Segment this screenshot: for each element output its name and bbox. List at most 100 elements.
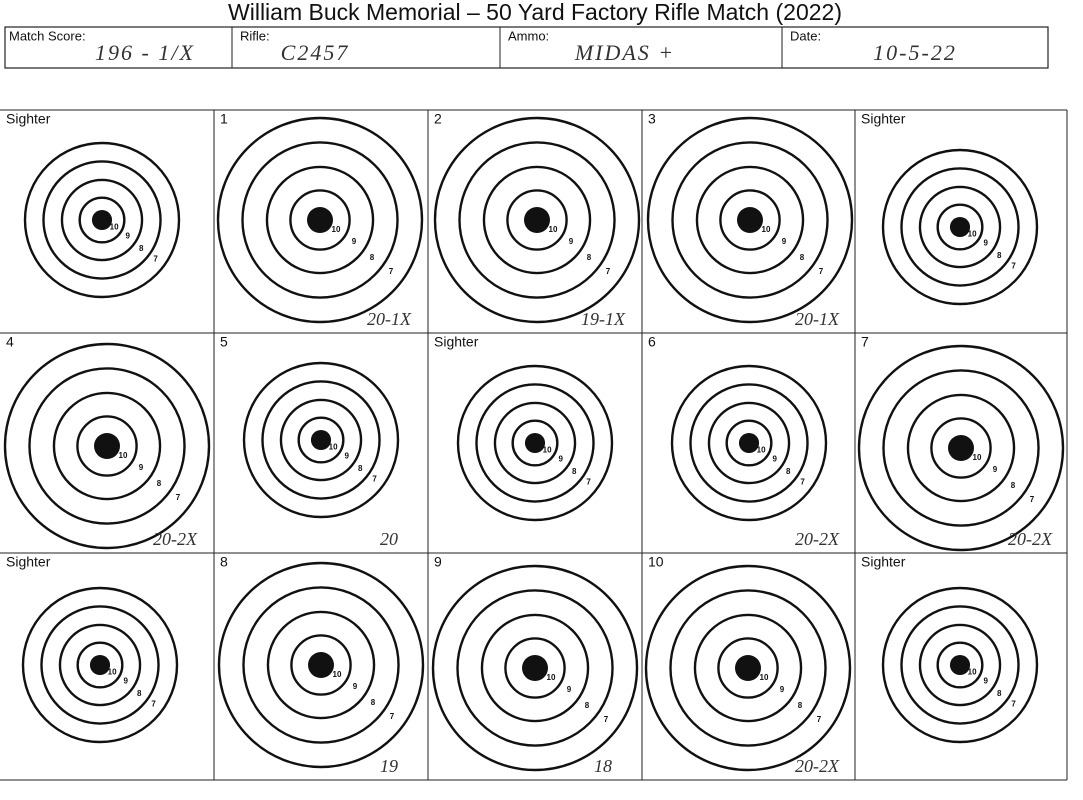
target-ring bbox=[936, 641, 984, 689]
ring-number: 9 bbox=[780, 685, 785, 694]
ring-number: 10 bbox=[757, 446, 766, 455]
target-ring bbox=[881, 586, 1039, 744]
ring-number: 9 bbox=[123, 677, 128, 686]
target-ring bbox=[40, 605, 160, 725]
handwritten-score: 20-1X bbox=[795, 309, 840, 329]
target-ring bbox=[689, 383, 809, 503]
target-ring bbox=[261, 380, 381, 500]
ring-number: 8 bbox=[800, 253, 805, 262]
ring-number: 9 bbox=[353, 682, 358, 691]
bull bbox=[949, 654, 971, 676]
target-label: Sighter bbox=[861, 111, 906, 127]
bull bbox=[524, 207, 550, 233]
target-ring bbox=[671, 141, 829, 299]
target-ring bbox=[58, 623, 142, 707]
ring-number: 10 bbox=[762, 225, 771, 234]
bull bbox=[310, 429, 332, 451]
ring-number: 10 bbox=[973, 453, 982, 462]
ring-number: 10 bbox=[329, 443, 338, 452]
target-ring bbox=[78, 196, 126, 244]
target-ring bbox=[900, 167, 1020, 287]
field-label: Rifle: bbox=[240, 28, 270, 43]
target-ring bbox=[906, 393, 1016, 503]
ring-number: 8 bbox=[997, 251, 1002, 260]
field-value: MIDAS + bbox=[574, 40, 675, 65]
target-ring bbox=[3, 342, 211, 550]
handwritten-score: 20 bbox=[380, 529, 398, 549]
target-label: 8 bbox=[220, 554, 228, 570]
field-label: Date: bbox=[790, 28, 821, 43]
target-ring bbox=[480, 613, 590, 723]
handwritten-score: 20-2X bbox=[153, 529, 198, 549]
field-label: Ammo: bbox=[508, 28, 549, 43]
field-value: C2457 bbox=[281, 40, 350, 65]
target-ring bbox=[456, 589, 614, 747]
ring-number: 9 bbox=[983, 677, 988, 686]
target-ring bbox=[725, 419, 773, 467]
handwritten-score: 19-1X bbox=[581, 309, 626, 329]
ring-number: 7 bbox=[604, 715, 609, 724]
bull bbox=[91, 209, 113, 231]
target-ring bbox=[857, 344, 1065, 552]
target-ring bbox=[475, 383, 595, 503]
target-ring bbox=[290, 634, 352, 696]
target-label: Sighter bbox=[434, 334, 479, 350]
bull bbox=[308, 652, 334, 678]
target-ring bbox=[918, 185, 1002, 269]
ring-number: 9 bbox=[772, 455, 777, 464]
header-box bbox=[4, 26, 1049, 69]
ring-number: 10 bbox=[110, 223, 119, 232]
target-ring bbox=[695, 165, 805, 275]
ring-number: 8 bbox=[139, 244, 144, 253]
target-label: 4 bbox=[6, 334, 14, 350]
handwritten-score: 20-1X bbox=[367, 309, 412, 329]
ring-number: 10 bbox=[119, 451, 128, 460]
ring-number: 7 bbox=[1011, 699, 1016, 708]
bull bbox=[522, 655, 548, 681]
bull bbox=[735, 655, 761, 681]
target-label: 9 bbox=[434, 554, 442, 570]
target-ring bbox=[506, 189, 568, 251]
ring-number: 9 bbox=[344, 452, 349, 461]
handwritten-score: 18 bbox=[594, 756, 612, 776]
ring-number: 7 bbox=[1030, 495, 1035, 504]
target-ring bbox=[456, 364, 614, 522]
target-ring bbox=[504, 637, 566, 699]
target-ring bbox=[266, 610, 376, 720]
bull bbox=[307, 207, 333, 233]
target-ring bbox=[42, 160, 162, 280]
ring-number: 7 bbox=[1011, 261, 1016, 270]
bull bbox=[948, 435, 974, 461]
ring-number: 8 bbox=[572, 467, 577, 476]
target-ring bbox=[242, 361, 400, 519]
target-ring bbox=[644, 564, 852, 772]
target-label: Sighter bbox=[6, 554, 51, 570]
target-ring bbox=[511, 419, 559, 467]
target-label: 2 bbox=[434, 111, 442, 127]
target-label: Sighter bbox=[861, 554, 906, 570]
ring-number: 7 bbox=[390, 712, 395, 721]
bull bbox=[89, 654, 111, 676]
target-ring bbox=[52, 391, 162, 501]
target-ring bbox=[297, 416, 345, 464]
target-ring bbox=[936, 203, 984, 251]
ring-number: 10 bbox=[968, 230, 977, 239]
target-label: 6 bbox=[648, 334, 656, 350]
ring-number: 10 bbox=[760, 673, 769, 682]
ring-number: 10 bbox=[547, 673, 556, 682]
ring-number: 8 bbox=[997, 689, 1002, 698]
target-ring bbox=[289, 189, 351, 251]
target-label: 5 bbox=[220, 334, 228, 350]
bull bbox=[524, 432, 546, 454]
ring-number: 9 bbox=[983, 239, 988, 248]
ring-number: 7 bbox=[606, 267, 611, 276]
target-ring bbox=[900, 605, 1020, 725]
target-ring bbox=[719, 189, 781, 251]
ring-number: 8 bbox=[370, 253, 375, 262]
sheet-title: William Buck Memorial – 50 Yard Factory … bbox=[228, 0, 842, 25]
field-value: 196 - 1/X bbox=[95, 40, 195, 65]
field-value: 10-5-22 bbox=[873, 40, 957, 65]
handwritten-score: 20-2X bbox=[795, 756, 840, 776]
target-ring bbox=[458, 141, 616, 299]
